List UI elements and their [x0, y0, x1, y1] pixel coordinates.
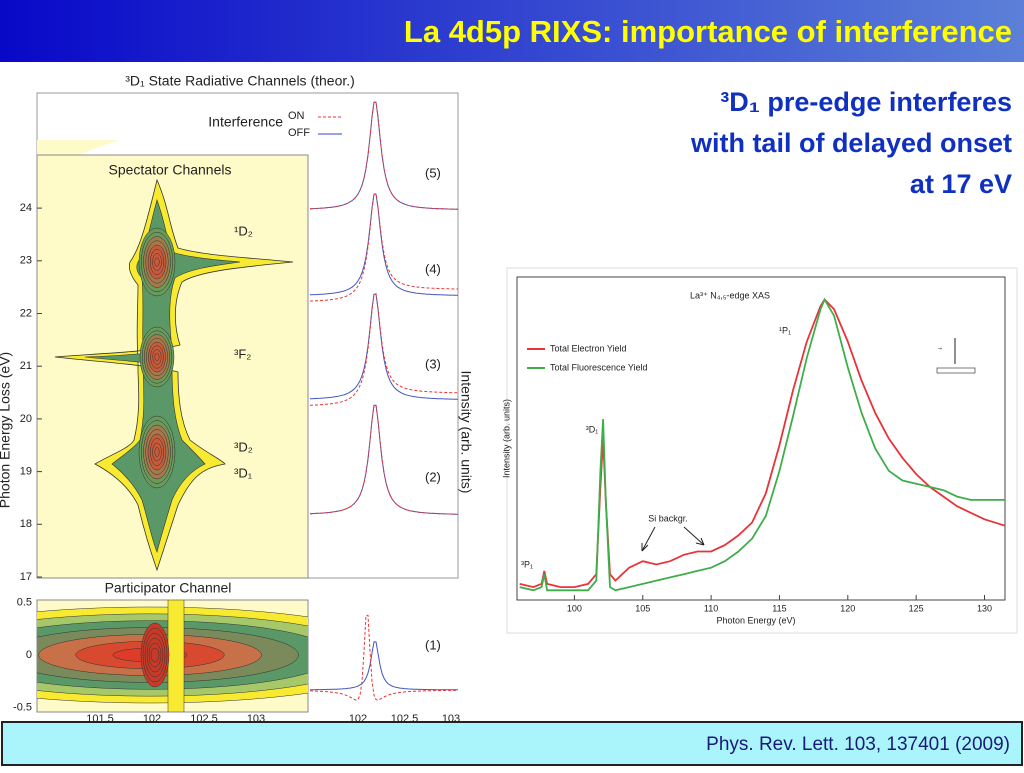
legend-label: Total Electron Yield — [550, 343, 627, 353]
figure-title: ³D₁ State Radiative Channels (theor.) — [125, 73, 355, 89]
x-tick-label: 105 — [635, 603, 650, 613]
state-label: ³D₁ — [234, 465, 253, 480]
legend-label: OFF — [288, 127, 310, 139]
spectrum-on — [310, 193, 458, 302]
panel-label: (2) — [425, 469, 441, 484]
panel-label: (5) — [425, 165, 441, 180]
contour-edge — [37, 140, 120, 180]
x-tick-label: 125 — [909, 603, 924, 613]
spectra: (5) (4) (3) (2) (1) — [309, 101, 459, 701]
legend-label: ON — [288, 110, 305, 122]
contour-core — [154, 257, 160, 267]
state-label: ¹D₂ — [234, 223, 253, 238]
y-tick-label: 0 — [26, 649, 32, 661]
panel-label: (3) — [425, 356, 441, 371]
sample-icon — [936, 367, 976, 374]
headline-line: with tail of delayed onset — [690, 128, 1012, 158]
contour-band — [167, 600, 185, 712]
spectrum-off — [309, 193, 459, 296]
y-tick-label: 19 — [20, 466, 32, 478]
spectrum-off — [310, 641, 458, 691]
intensity-label: Intensity (arb. units) — [458, 371, 474, 494]
legend-label: Total Fluorescence Yield — [550, 362, 648, 372]
contour-core — [150, 647, 160, 663]
participator-contours — [37, 600, 308, 712]
x-tick-label: 115 — [772, 603, 786, 613]
y-tick-label: 20 — [20, 413, 32, 425]
annotation: ¹P₁ — [779, 325, 791, 335]
annotation-arrow — [641, 526, 656, 552]
spectrum-on — [310, 101, 458, 210]
series-line — [519, 297, 1005, 592]
state-label: ³D₂ — [234, 439, 253, 454]
y-tick-label: 0.5 — [17, 596, 32, 608]
slide-title: La 4d5p RIXS: importance of interference — [404, 14, 1012, 49]
headline: ³D₁ pre-edge interferes with tail of del… — [690, 87, 1012, 199]
plot-frame — [516, 276, 1006, 601]
annotation-arrow — [683, 526, 705, 546]
x-tick-label: 120 — [840, 603, 855, 613]
series-line — [519, 298, 1006, 589]
x-tick-label: 130 — [977, 603, 992, 613]
legend-title: Interference — [208, 114, 283, 130]
panel-title: Participator Channel — [105, 580, 232, 596]
headline-line: ³D₁ pre-edge interferes — [720, 87, 1012, 117]
y-tick-label: -0.5 — [13, 701, 32, 713]
y-axis-title: Intensity (arb. units) — [501, 399, 511, 478]
contour-core — [154, 353, 160, 361]
y-tick-label: 24 — [20, 202, 32, 214]
y-axis-title: Photon Energy Loss (eV) — [0, 352, 13, 508]
xas-card — [506, 267, 1018, 634]
xas-chart: 100 105 110 115 120 125 130 Photon Energy (eV) I… — [501, 276, 1006, 625]
spectrum-on — [310, 614, 459, 701]
citation: Phys. Rev. Lett. 103, 137401 (2009) — [706, 734, 1010, 755]
spectrum-on — [309, 404, 458, 515]
panel-label: (4) — [425, 261, 441, 276]
annotation: ³P₁ — [521, 559, 533, 569]
headline-line: at 17 eV — [910, 169, 1012, 199]
theory-figure: ³D₁ State Radiative Channels (theor.) In… — [0, 73, 474, 725]
y-tick-label: 21 — [20, 360, 32, 372]
y-tick-label: 18 — [20, 518, 32, 530]
y-tick-label: 17 — [20, 571, 32, 583]
x-axis-title: Photon Energy (eV) — [716, 615, 795, 625]
chart-title: La³⁺ N₄,₅-edge XAS — [690, 290, 770, 300]
panel-title: Spectator Channels — [109, 162, 232, 178]
contour-core — [154, 447, 160, 457]
header-bar — [0, 0, 1024, 62]
spectrum-off — [309, 293, 458, 400]
state-label: ³F₂ — [234, 346, 251, 361]
y-tick-label: 22 — [20, 307, 32, 319]
annotation: ³D₁ — [586, 424, 599, 434]
x-tick-label: 100 — [567, 603, 582, 613]
annotation: Si backgr. — [648, 513, 688, 523]
y-tick-label: 23 — [20, 255, 32, 267]
panel-label: (1) — [425, 637, 441, 652]
spectator-contours — [54, 178, 294, 572]
x-tick-label: 110 — [704, 603, 718, 613]
footer-box — [1, 721, 1023, 766]
